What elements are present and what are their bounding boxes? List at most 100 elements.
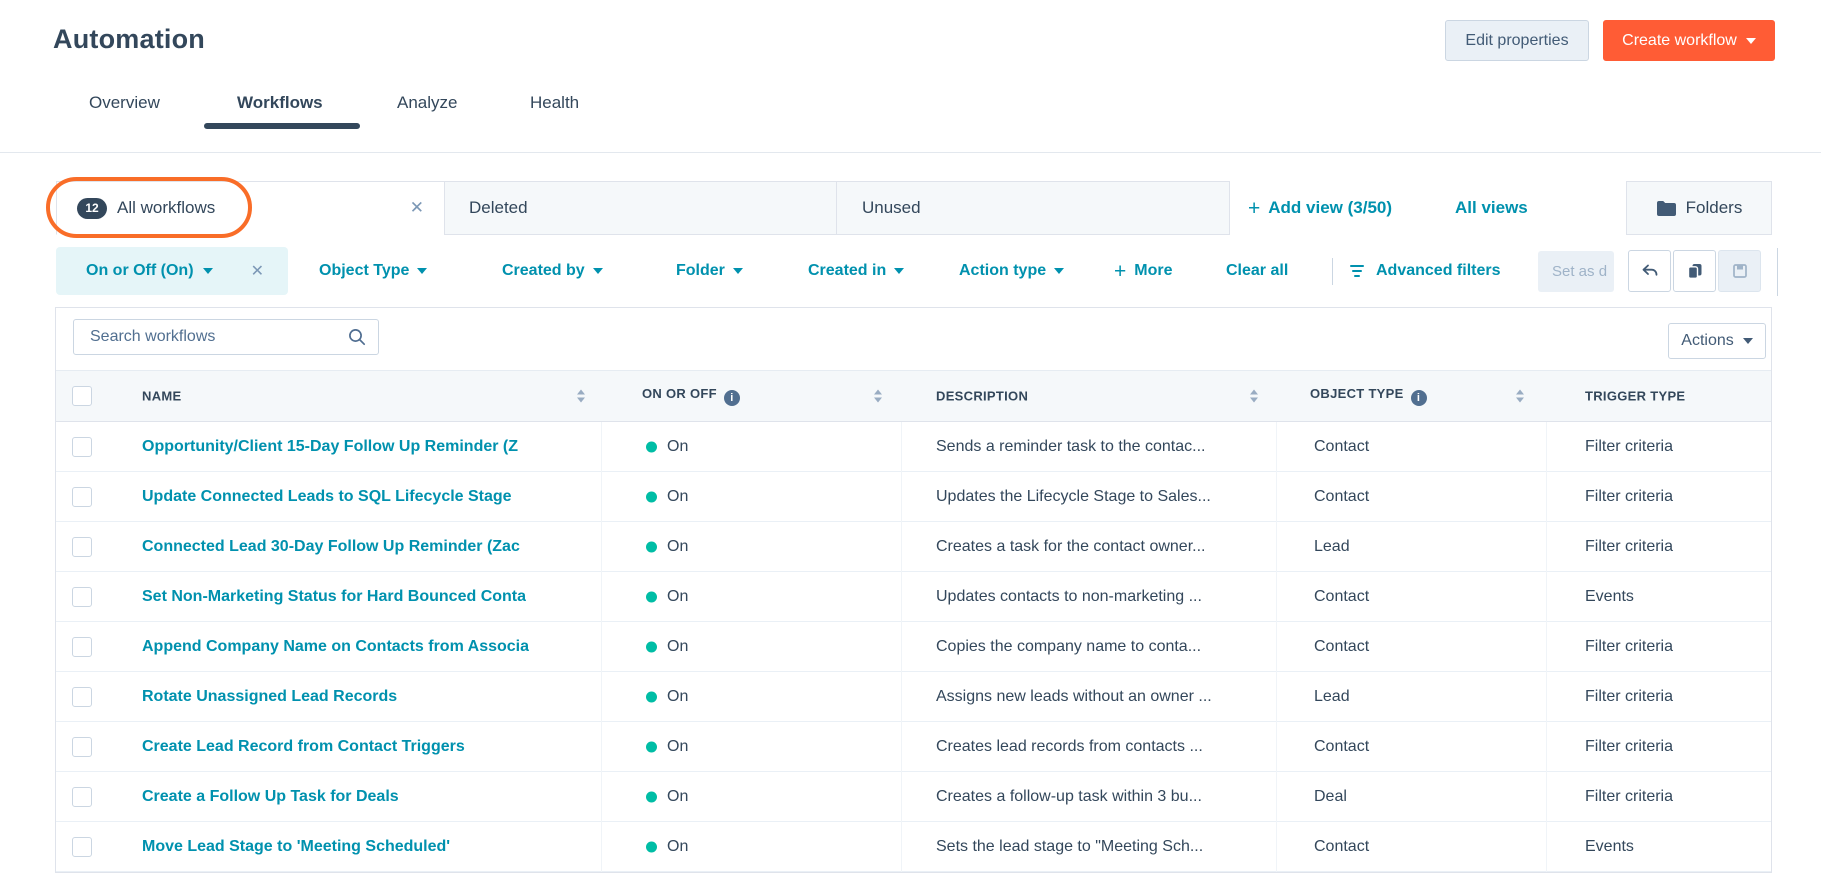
create-workflow-button[interactable]: Create workflow: [1603, 20, 1775, 61]
workflow-description: Creates lead records from contacts ...: [936, 737, 1203, 755]
create-workflow-label: Create workflow: [1622, 31, 1737, 49]
row-checkbox[interactable]: [72, 436, 92, 457]
workflow-name-link[interactable]: Rotate Unassigned Lead Records: [142, 687, 398, 705]
row-checkbox[interactable]: [72, 836, 92, 857]
status-text: On: [667, 437, 689, 455]
status-on-dot: [646, 491, 657, 502]
select-all-checkbox[interactable]: [72, 386, 92, 406]
column-header-description[interactable]: DESCRIPTION: [936, 388, 1029, 404]
table-row: Opportunity/Client 15-Day Follow Up Remi…: [56, 422, 1771, 472]
status-on-dot: [646, 441, 657, 452]
search-input[interactable]: [73, 319, 379, 355]
trigger-type-cell: Events: [1585, 587, 1634, 605]
actions-label: Actions: [1681, 332, 1734, 349]
info-icon[interactable]: i: [1410, 390, 1427, 406]
column-divider: [901, 422, 902, 872]
status-text: On: [667, 837, 689, 855]
status-text: On: [667, 587, 689, 605]
chevron-down-icon: [1742, 338, 1753, 344]
workflow-name-link[interactable]: Connected Lead 30-Day Follow Up Reminder…: [142, 537, 520, 555]
trigger-type-cell: Filter criteria: [1585, 437, 1674, 455]
filter-divider: [1332, 258, 1333, 285]
tab-overview[interactable]: Overview: [89, 93, 160, 112]
actions-button[interactable]: Actions: [1668, 323, 1766, 359]
workflow-name-link[interactable]: Create Lead Record from Contact Triggers: [142, 737, 465, 755]
filter-chip-on-or-off[interactable]: On or Off (On) ✕: [56, 247, 288, 295]
filter-action-type[interactable]: Action type: [959, 247, 1065, 295]
row-checkbox[interactable]: [72, 786, 92, 807]
table-row: Create a Follow Up Task for Deals On Cre…: [56, 772, 1771, 822]
sort-icon[interactable]: [577, 389, 585, 403]
sort-icon[interactable]: [1516, 389, 1524, 403]
workflow-name-link[interactable]: Move Lead Stage to 'Meeting Scheduled': [142, 837, 451, 855]
status-text: On: [667, 537, 689, 555]
filter-lines-icon: [1350, 265, 1364, 277]
row-checkbox[interactable]: [72, 486, 92, 507]
edit-properties-button[interactable]: Edit properties: [1445, 20, 1589, 61]
column-header-on-or-off[interactable]: ON OR OFF i: [642, 386, 740, 406]
chevron-down-icon: [732, 268, 743, 274]
workflow-name-link[interactable]: Append Company Name on Contacts from Ass…: [142, 637, 530, 655]
filter-label: Created in: [808, 262, 887, 279]
filter-label: Folder: [676, 262, 725, 279]
undo-button[interactable]: [1628, 250, 1671, 292]
tab-analyze[interactable]: Analyze: [397, 93, 458, 112]
close-icon[interactable]: ✕: [409, 198, 424, 217]
view-tab-deleted[interactable]: Deleted: [444, 181, 837, 235]
undo-icon: [1642, 264, 1657, 276]
view-tab-unused[interactable]: Unused: [836, 181, 1230, 235]
add-view-link[interactable]: + Add view (3/50): [1248, 181, 1392, 235]
folder-icon: [1656, 201, 1676, 216]
chevron-down-icon: [1745, 37, 1756, 44]
workflow-name-link[interactable]: Update Connected Leads to SQL Lifecycle …: [142, 487, 512, 505]
row-checkbox[interactable]: [72, 636, 92, 657]
workflow-name-link[interactable]: Create a Follow Up Task for Deals: [142, 787, 399, 805]
filter-object-type[interactable]: Object Type: [319, 247, 428, 295]
more-label: More: [1134, 262, 1173, 279]
column-header-object-type[interactable]: OBJECT TYPE i: [1310, 386, 1427, 406]
filter-folder[interactable]: Folder: [676, 247, 743, 295]
trigger-type-cell: Filter criteria: [1585, 787, 1674, 805]
info-icon[interactable]: i: [723, 390, 740, 406]
row-checkbox[interactable]: [72, 586, 92, 607]
all-views-link[interactable]: All views: [1455, 198, 1528, 217]
panel-divider: [1777, 248, 1778, 296]
sort-icon[interactable]: [874, 389, 882, 403]
object-type-cell: Contact: [1314, 837, 1370, 855]
clone-view-button[interactable]: [1673, 250, 1716, 292]
save-view-button[interactable]: [1718, 250, 1761, 292]
object-type-cell: Lead: [1314, 687, 1350, 705]
workflow-count-badge: 12: [77, 197, 107, 219]
trigger-type-cell: Filter criteria: [1585, 687, 1674, 705]
workflow-name-link[interactable]: Opportunity/Client 15-Day Follow Up Remi…: [142, 437, 519, 455]
trigger-type-cell: Filter criteria: [1585, 487, 1674, 505]
status-text: On: [667, 687, 689, 705]
sort-icon[interactable]: [1250, 389, 1258, 403]
view-tab-all-workflows[interactable]: 12 All workflows ✕: [56, 181, 445, 235]
status-on-dot: [646, 541, 657, 552]
advanced-filters-link[interactable]: Advanced filters: [1350, 247, 1500, 295]
table-body: Opportunity/Client 15-Day Follow Up Remi…: [56, 422, 1771, 872]
filter-created-by[interactable]: Created by: [502, 247, 603, 295]
more-filters-link[interactable]: + More: [1114, 247, 1173, 295]
row-checkbox[interactable]: [72, 736, 92, 757]
table-header-row: NAME ON OR OFF i DESCRIPTION OBJECT TYPE i…: [56, 370, 1771, 422]
filter-created-in[interactable]: Created in: [808, 247, 905, 295]
folders-tab[interactable]: Folders: [1626, 181, 1772, 235]
set-as-default-button[interactable]: Set as d: [1538, 251, 1614, 292]
tab-workflows[interactable]: Workflows: [237, 93, 323, 112]
page-title: Automation: [53, 24, 205, 54]
remove-filter-icon[interactable]: ✕: [250, 263, 264, 280]
workflow-name-link[interactable]: Set Non-Marketing Status for Hard Bounce…: [142, 587, 527, 605]
object-type-cell: Lead: [1314, 537, 1350, 555]
row-checkbox[interactable]: [72, 686, 92, 707]
column-divider: [1546, 422, 1547, 872]
tab-health[interactable]: Health: [530, 93, 580, 112]
object-type-cell: Contact: [1314, 437, 1370, 455]
object-type-cell: Contact: [1314, 737, 1370, 755]
clear-all-link[interactable]: Clear all: [1226, 262, 1289, 279]
status-text: On: [667, 737, 689, 755]
column-header-name[interactable]: NAME: [142, 388, 182, 404]
trigger-type-cell: Filter criteria: [1585, 637, 1674, 655]
row-checkbox[interactable]: [72, 536, 92, 557]
